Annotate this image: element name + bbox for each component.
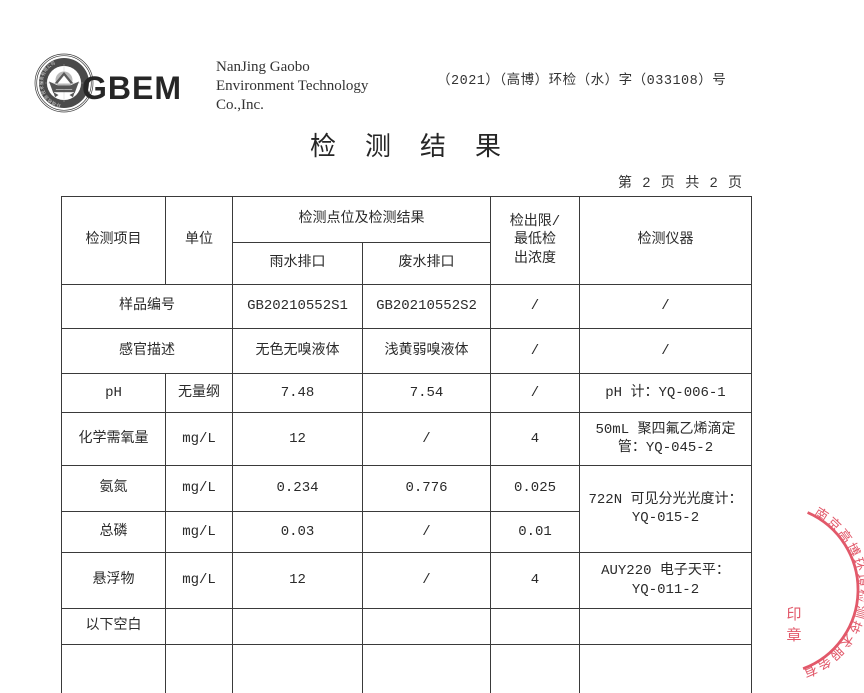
svg-text:印章: 印章 (785, 606, 802, 648)
